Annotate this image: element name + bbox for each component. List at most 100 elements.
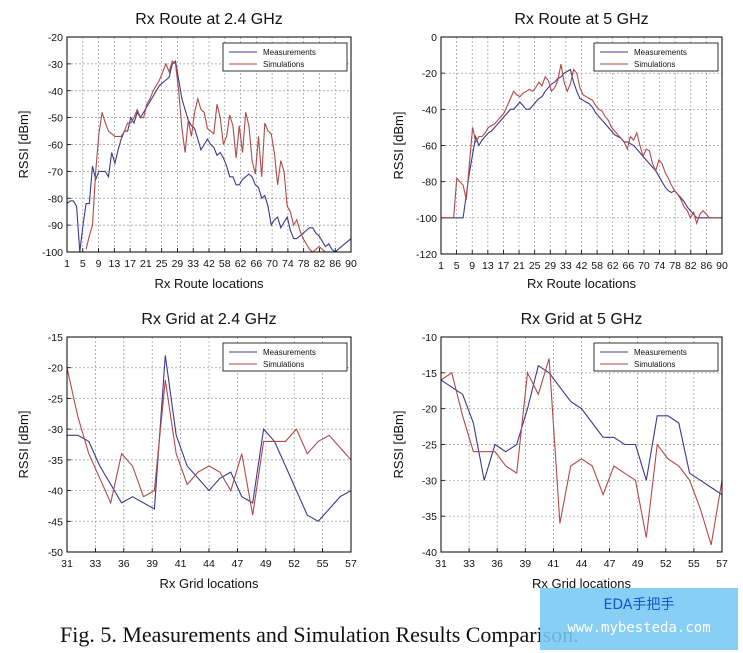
chart-4-legend <box>593 342 719 372</box>
chart-2-series-simulations <box>441 63 722 226</box>
chart-2-x-tick-label: 21 <box>513 260 525 272</box>
chart-4-x-tick-label: 55 <box>688 558 700 570</box>
chart-3-legend-label: Simulations <box>263 360 304 369</box>
chart-4-y-tick-label: -20 <box>422 404 437 416</box>
chart-2-x-tick-label: 90 <box>716 260 728 272</box>
chart-2-x-tick-label: 66 <box>622 260 634 272</box>
chart-1-legend <box>222 42 348 72</box>
chart-1-y-tick-label: -90 <box>48 220 63 232</box>
chart-1-x-tick-label: 78 <box>298 258 310 270</box>
chart-1-series-measurements <box>67 60 351 252</box>
chart-1-x-tick-label: 21 <box>140 258 152 270</box>
chart-3-y-tick-label: -45 <box>48 516 63 528</box>
chart-4-x-tick-label: 33 <box>463 558 475 570</box>
chart-2-x-tick-label: 17 <box>498 260 510 272</box>
chart-3-y-tick-label: -30 <box>48 424 63 436</box>
chart-1-series-simulations <box>85 60 329 252</box>
chart-2-x-tick-label: 82 <box>685 260 697 272</box>
chart-2-x-tick-label: 5 <box>454 260 460 272</box>
chart-1-title: Rx Route at 2.4 GHz <box>135 11 283 28</box>
chart-3-series-measurements <box>67 355 351 522</box>
chart-4-y-tick-label: -40 <box>422 547 437 559</box>
chart-4-x-tick-label: 41 <box>548 558 560 570</box>
chart-2-x-tick-label: 78 <box>669 260 681 272</box>
chart-4-y-tick-label: -35 <box>422 511 437 523</box>
chart-2-legend-label: Measurements <box>634 48 687 57</box>
chart-2-x-tick-label: 42 <box>576 260 588 272</box>
chart-1-x-tick-label: 13 <box>108 258 120 270</box>
chart-1-x-axis-label: Rx Route locations <box>154 276 264 291</box>
chart-3-x-tick-label: 57 <box>345 558 357 570</box>
chart-1-y-tick-label: -20 <box>48 32 63 44</box>
chart-3-y-tick-label: -50 <box>48 547 63 559</box>
chart-4-title: Rx Grid at 5 GHz <box>521 311 643 328</box>
chart-4-y-tick-label: -15 <box>422 368 437 380</box>
chart-2-x-tick-label: 70 <box>638 260 650 272</box>
chart-2-frame <box>440 36 723 255</box>
chart-3-x-tick-label: 36 <box>118 558 130 570</box>
chart-1-x-tick-label: 70 <box>266 258 278 270</box>
chart-2-x-tick-label: 86 <box>701 260 713 272</box>
chart-1-x-tick-label: 25 <box>156 258 168 270</box>
chart-3-x-tick-label: 39 <box>146 558 158 570</box>
chart-4-x-tick-label: 47 <box>604 558 616 570</box>
chart-1-legend-label: Measurements <box>263 48 316 57</box>
chart-1-y-tick-label: -40 <box>48 86 63 98</box>
chart-2-y-tick-label: -60 <box>422 141 437 153</box>
chart-2-x-tick-label: 25 <box>529 260 541 272</box>
chart-2-y-tick-label: -100 <box>416 213 437 225</box>
chart-3-x-tick-label: 49 <box>260 558 272 570</box>
chart-4-series-measurements <box>441 364 722 496</box>
chart-1-x-tick-label: 66 <box>250 258 262 270</box>
chart-1-x-tick-label: 17 <box>124 258 136 270</box>
chart-4-x-tick-label: 44 <box>576 558 588 570</box>
chart-2-y-tick-label: -120 <box>416 249 437 261</box>
chart-1-x-tick-label: 9 <box>96 258 102 270</box>
chart-3-legend <box>222 342 348 372</box>
chart-2-y-tick-label: -80 <box>422 177 437 189</box>
chart-4-x-axis-label: Rx Grid locations <box>532 576 631 591</box>
chart-2-title: Rx Route at 5 GHz <box>514 11 648 28</box>
chart-4-x-tick-label: 52 <box>660 558 672 570</box>
chart-1: 1 5 9 13 17 21 25 29 33 42 58 62 66 70 74 78 82 86 90 -20 -3… <box>16 11 357 291</box>
chart-2-y-tick-label: 0 <box>431 32 437 44</box>
chart-2-x-tick-label: 33 <box>560 260 572 272</box>
chart-3-frame <box>66 336 352 553</box>
watermark-title: EDA手把手 <box>603 597 675 613</box>
chart-2: 1 5 9 13 17 21 25 29 33 42 58 62 66 70 74 78 82 86 90 0 -20 -… <box>391 11 728 291</box>
chart-4-y-tick-label: -25 <box>422 440 437 452</box>
chart-1-x-tick-label: 90 <box>345 258 357 270</box>
chart-3-y-tick-label: -40 <box>48 486 63 498</box>
chart-4-y-tick-label: -10 <box>422 332 437 344</box>
chart-1-x-tick-label: 86 <box>329 258 341 270</box>
chart-1-legend-label: Simulations <box>263 60 304 69</box>
chart-2-x-tick-label: 1 <box>438 260 444 272</box>
chart-4-y-axis-label: RSSI [dBm] <box>391 411 406 479</box>
chart-3-x-tick-label: 33 <box>90 558 102 570</box>
chart-4-series-simulations <box>441 358 722 545</box>
chart-2-legend-label: Simulations <box>634 60 675 69</box>
chart-3-series-simulations <box>67 367 351 516</box>
chart-3-title: Rx Grid at 2.4 GHz <box>141 311 276 328</box>
chart-3-y-axis-label: RSSI [dBm] <box>16 411 31 479</box>
chart-1-x-tick-label: 42 <box>203 258 215 270</box>
chart-2-series-measurements <box>441 68 722 219</box>
chart-1-x-tick-label: 5 <box>80 258 86 270</box>
chart-3-y-tick-label: -20 <box>48 363 63 375</box>
chart-4-frame <box>440 336 723 553</box>
chart-3-x-tick-label: 44 <box>203 558 215 570</box>
chart-3-y-tick-label: -25 <box>48 393 63 405</box>
chart-2-y-tick-label: -40 <box>422 104 437 116</box>
chart-2-y-axis-label: RSSI [dBm] <box>391 112 406 180</box>
chart-3-x-tick-label: 55 <box>317 558 329 570</box>
chart-3-x-tick-label: 41 <box>175 558 187 570</box>
chart-1-frame <box>66 36 352 253</box>
chart-4: 31 33 36 39 41 44 47 49 52 55 57 -10 -15 -20 -25 -30 -35… <box>391 311 728 591</box>
chart-4-x-tick-label: 57 <box>716 558 728 570</box>
chart-1-x-tick-label: 29 <box>172 258 184 270</box>
figure-caption: Fig. 5. Measurements and Simulation Resu… <box>60 622 579 647</box>
chart-2-legend <box>593 42 719 72</box>
chart-2-x-axis-label: Rx Route locations <box>527 276 637 291</box>
chart-1-x-tick-label: 1 <box>64 258 70 270</box>
